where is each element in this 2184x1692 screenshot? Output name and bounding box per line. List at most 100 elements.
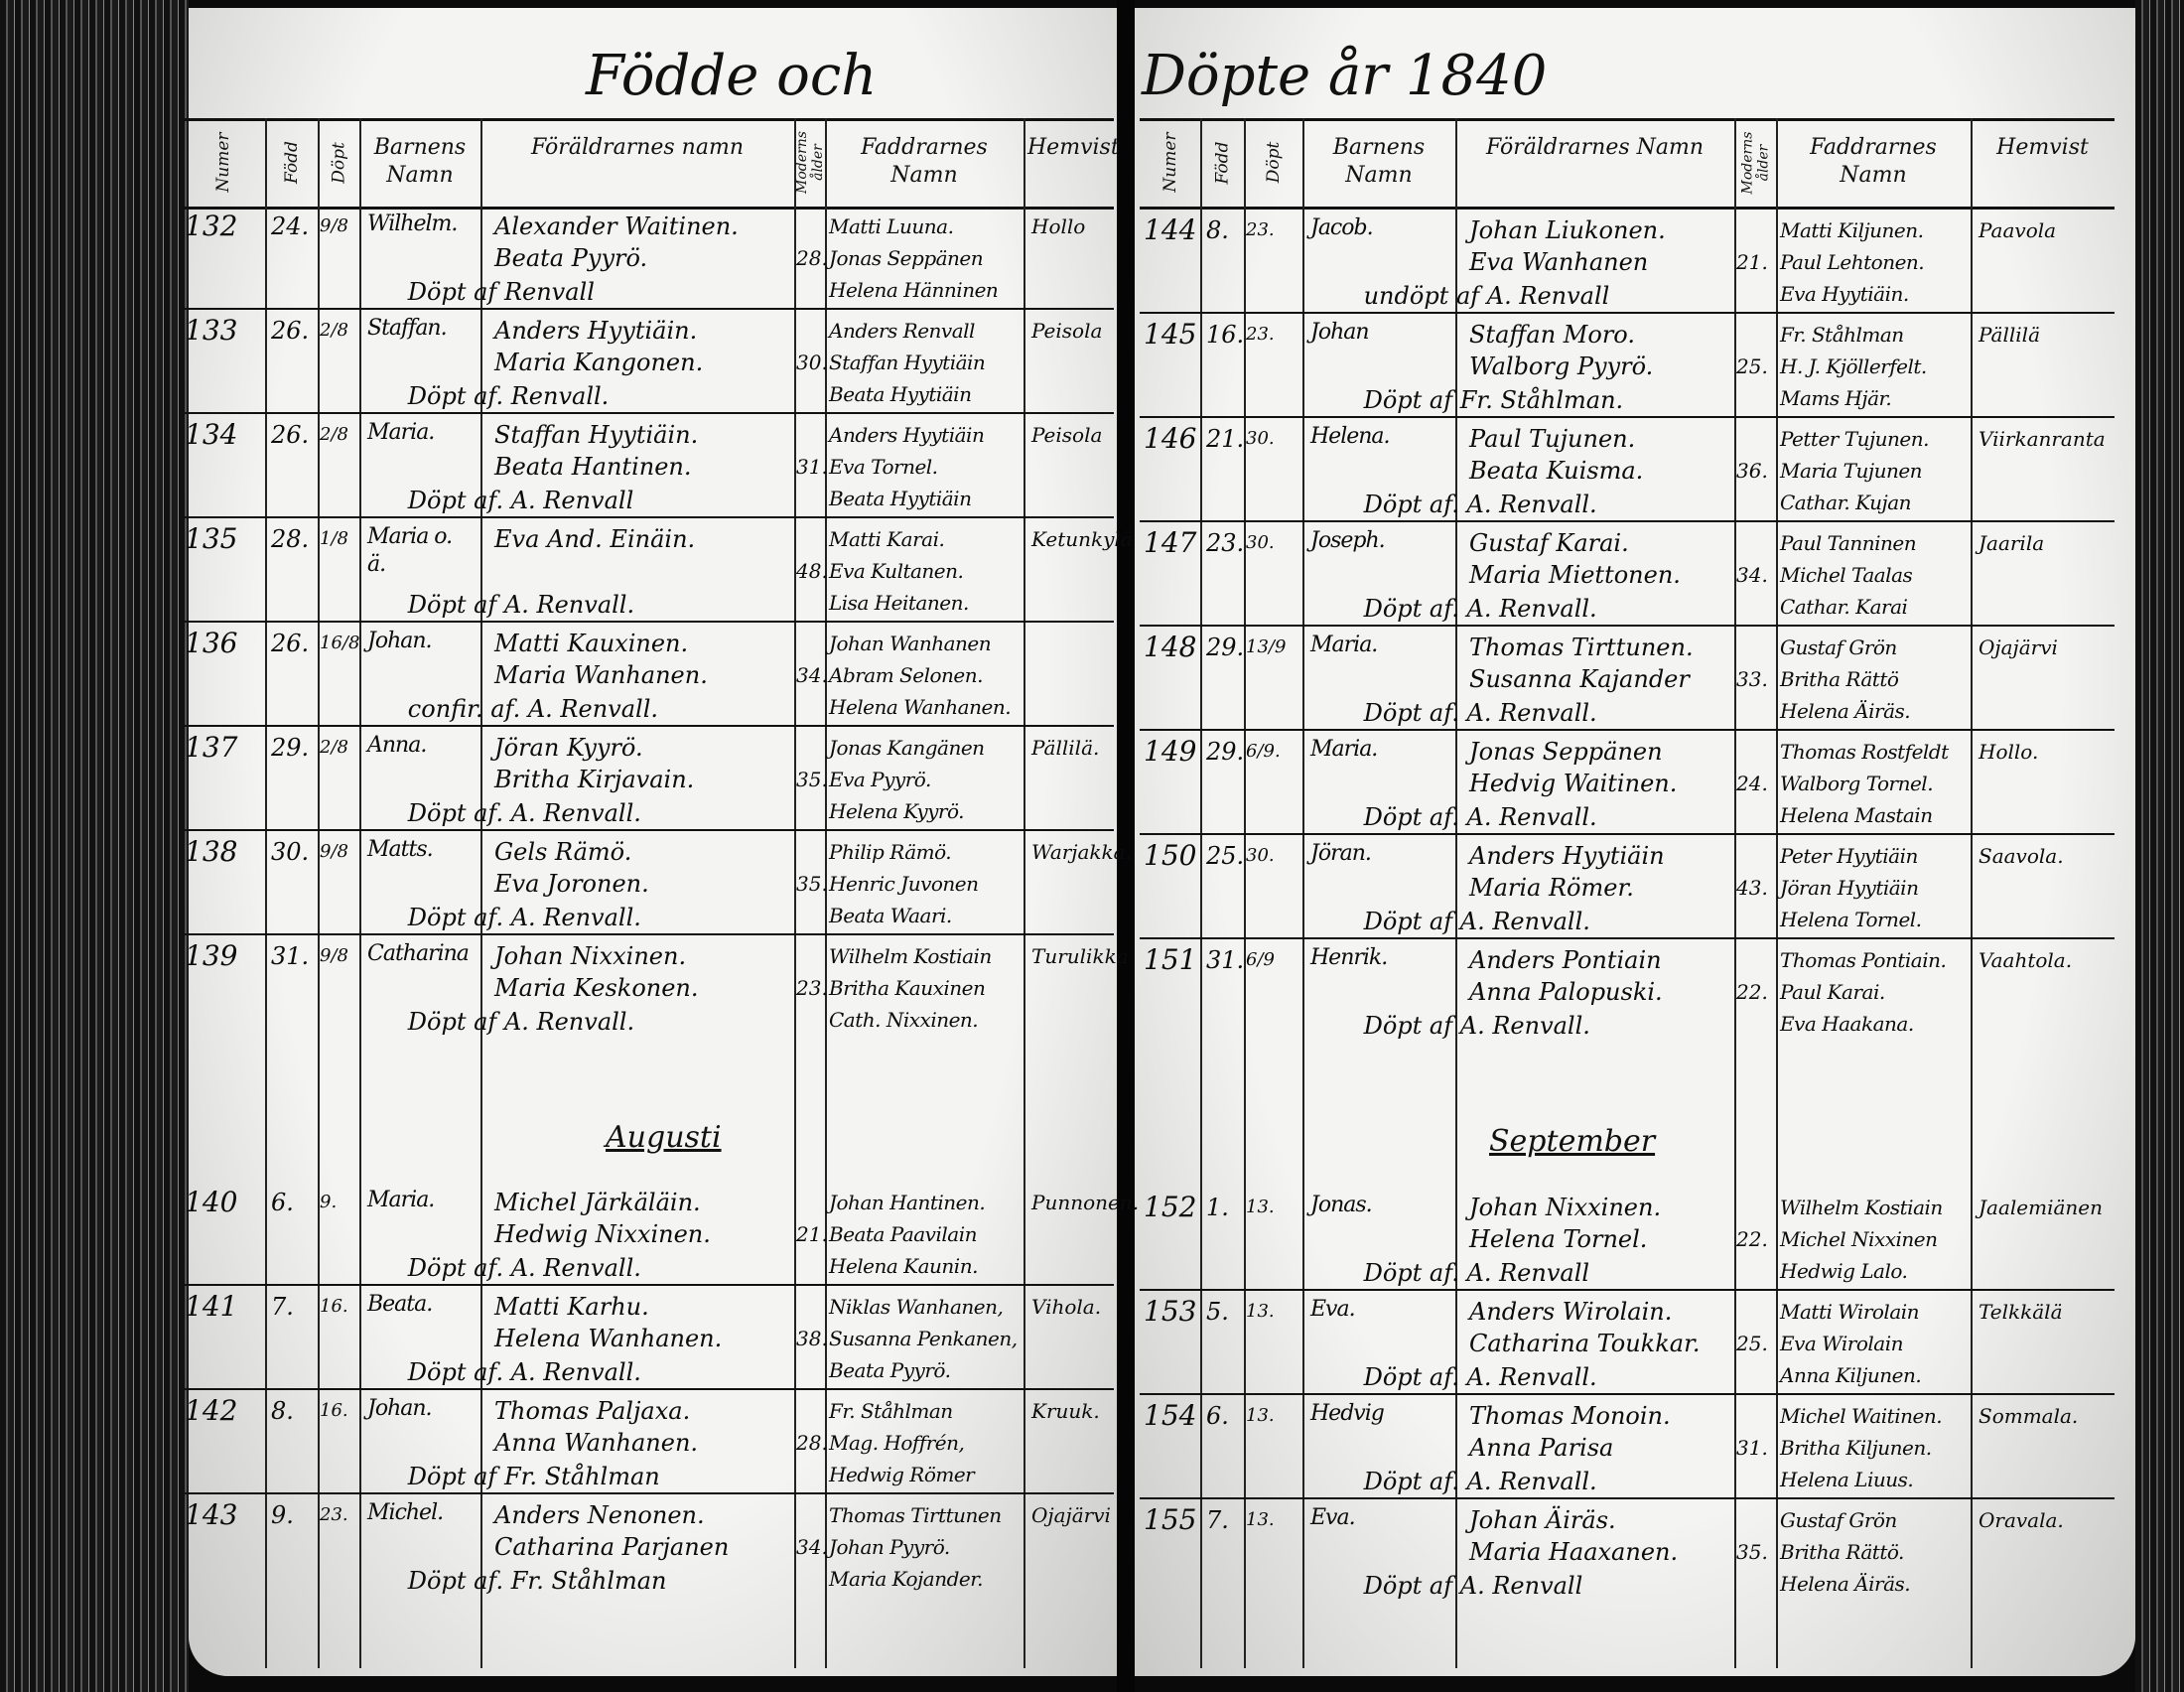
column-header: Moderns ålder [1739, 131, 1771, 194]
godparent-name: Matti Karai. [829, 527, 945, 551]
birth-day: 31. [1206, 946, 1245, 974]
mother-age: 22. [1736, 1227, 1768, 1251]
godparent-name: Helena Liuus. [1780, 1468, 1914, 1491]
residence: Warjakka. [1031, 840, 1132, 864]
baptism-day: 13. [1246, 1197, 1275, 1217]
residence: Hollo [1031, 214, 1086, 238]
residence: Vihola. [1031, 1295, 1102, 1319]
godparent-name: Staffan Hyytiäin [829, 351, 986, 374]
child-name: Beata. [367, 1292, 433, 1317]
birth-day: 8. [1206, 216, 1229, 244]
entry-number: 155 [1144, 1503, 1197, 1536]
month-heading: September [1489, 1124, 1656, 1159]
mother-age: 28. [796, 1431, 828, 1455]
godparent-name: Maria Tujunen [1780, 459, 1923, 483]
godparent-name: Johan Hantinen. [829, 1191, 986, 1214]
entry-number: 149 [1144, 735, 1197, 768]
godparent-name: Eva Hyytiäin. [1780, 282, 1909, 306]
column-rule [1024, 118, 1025, 1668]
column-rule [1302, 118, 1304, 1668]
mother-age: 21. [1736, 250, 1768, 274]
parent-name: Beata Hantinen. [494, 453, 692, 481]
column-rule [1971, 118, 1973, 1668]
residence: Jaarila [1979, 531, 2045, 555]
godparent-name: Jöran Hyytiäin [1780, 876, 1919, 900]
baptized-by: Döpt af Fr. Ståhlman [407, 1463, 660, 1490]
row-rule [1140, 625, 2115, 627]
child-name: Matts. [367, 837, 434, 862]
baptized-by: Döpt af. A. Renvall. [1363, 803, 1597, 831]
residence: Paavola [1979, 218, 2057, 242]
parent-name: Hedwig Nixxinen. [494, 1220, 711, 1248]
column-header: Barnens Namn [373, 135, 467, 188]
right-page [1135, 8, 2135, 1676]
header-bottom-rule [181, 207, 1114, 210]
entry-number: 139 [185, 939, 238, 972]
baptized-by: Döpt af A. Renvall [1363, 1572, 1583, 1600]
godparent-name: Paul Karai. [1780, 980, 1885, 1004]
godparent-name: Helena Kyyrö. [829, 799, 965, 823]
godparent-name: Thomas Rostfeldt [1780, 740, 1949, 764]
godparent-name: Philip Rämö. [829, 840, 952, 864]
parent-name: Staffan Moro. [1469, 321, 1635, 349]
godparent-name: Mag. Hoffrén, [829, 1431, 965, 1455]
column-header: Barnens Namn [1332, 135, 1426, 188]
birth-day: 6. [1206, 1402, 1229, 1430]
parent-name: Gels Rämö. [494, 838, 632, 866]
parent-name: Jonas Seppänen [1469, 738, 1663, 766]
baptism-day: 2/8 [320, 424, 348, 445]
child-name: Catharina [367, 941, 470, 966]
column-rule [480, 118, 482, 1668]
godparent-name: Lisa Heitanen. [829, 591, 969, 615]
godparent-name: Eva Wirolain [1780, 1332, 1903, 1355]
baptized-by: Döpt af. A. Renvall. [407, 1254, 641, 1282]
godparent-name: Fr. Ståhlman [829, 1399, 953, 1423]
residence: Saavola. [1979, 844, 2064, 868]
parent-name: Eva Wanhanen [1469, 248, 1649, 276]
residence: Ojajärvi [1979, 635, 2058, 659]
godparent-name: Beata Hyytiäin [829, 487, 972, 510]
parent-name: Anders Wirolain. [1469, 1298, 1673, 1326]
residence: Punnonen. [1031, 1191, 1140, 1214]
baptism-day: 9/8 [320, 945, 348, 966]
godparent-name: Gustaf Grön [1780, 635, 1897, 659]
baptism-day: 9/8 [320, 215, 348, 236]
header-bottom-rule [1140, 207, 2115, 210]
column-header: Moderns ålder [793, 131, 826, 194]
row-rule [1140, 416, 2115, 418]
parent-name: Catharina Toukkar. [1469, 1330, 1701, 1357]
baptized-by: Döpt af. A. Renvall. [407, 904, 641, 931]
residence: Oravala. [1979, 1508, 2064, 1532]
godparent-name: Helena Mastain [1780, 803, 1933, 827]
godparent-name: Wilhelm Kostiain [829, 944, 992, 968]
column-rule [1776, 118, 1778, 1668]
godparent-name: Michel Nixxinen [1780, 1227, 1938, 1251]
residence: Ketunkylä [1031, 527, 1133, 551]
parent-name: Beata Pyyrö. [494, 244, 648, 272]
godparent-name: Michel Waitinen. [1780, 1404, 1943, 1428]
column-header: Döpt [329, 141, 348, 184]
child-name: Eva. [1310, 1505, 1356, 1530]
birth-day: 5. [1206, 1298, 1229, 1326]
row-rule [181, 516, 1114, 518]
baptism-day: 6/9 [1246, 949, 1275, 970]
row-rule [1140, 1289, 2115, 1291]
row-rule [181, 308, 1114, 310]
godparent-name: Mams Hjär. [1780, 386, 1892, 410]
column-rule [1244, 118, 1246, 1668]
parent-name: Maria Miettonen. [1469, 561, 1681, 589]
birth-day: 29. [1206, 738, 1245, 766]
column-header: Föräldrarnes Namn [1485, 135, 1705, 160]
parent-name: Britha Kirjavain. [494, 766, 695, 793]
baptism-day: 30. [1246, 532, 1275, 553]
column-rule [825, 118, 827, 1668]
godparent-name: Anders Renvall [829, 319, 975, 343]
birth-day: 16. [1206, 321, 1245, 349]
birth-day: 21. [1206, 425, 1245, 453]
baptism-day: 13/9 [1246, 636, 1287, 657]
birth-day: 7. [1206, 1506, 1229, 1534]
row-rule [1140, 520, 2115, 522]
godparent-name: Peter Hyytiäin [1780, 844, 1918, 868]
baptism-day: 9/8 [320, 841, 348, 862]
column-header: Född [281, 141, 302, 184]
